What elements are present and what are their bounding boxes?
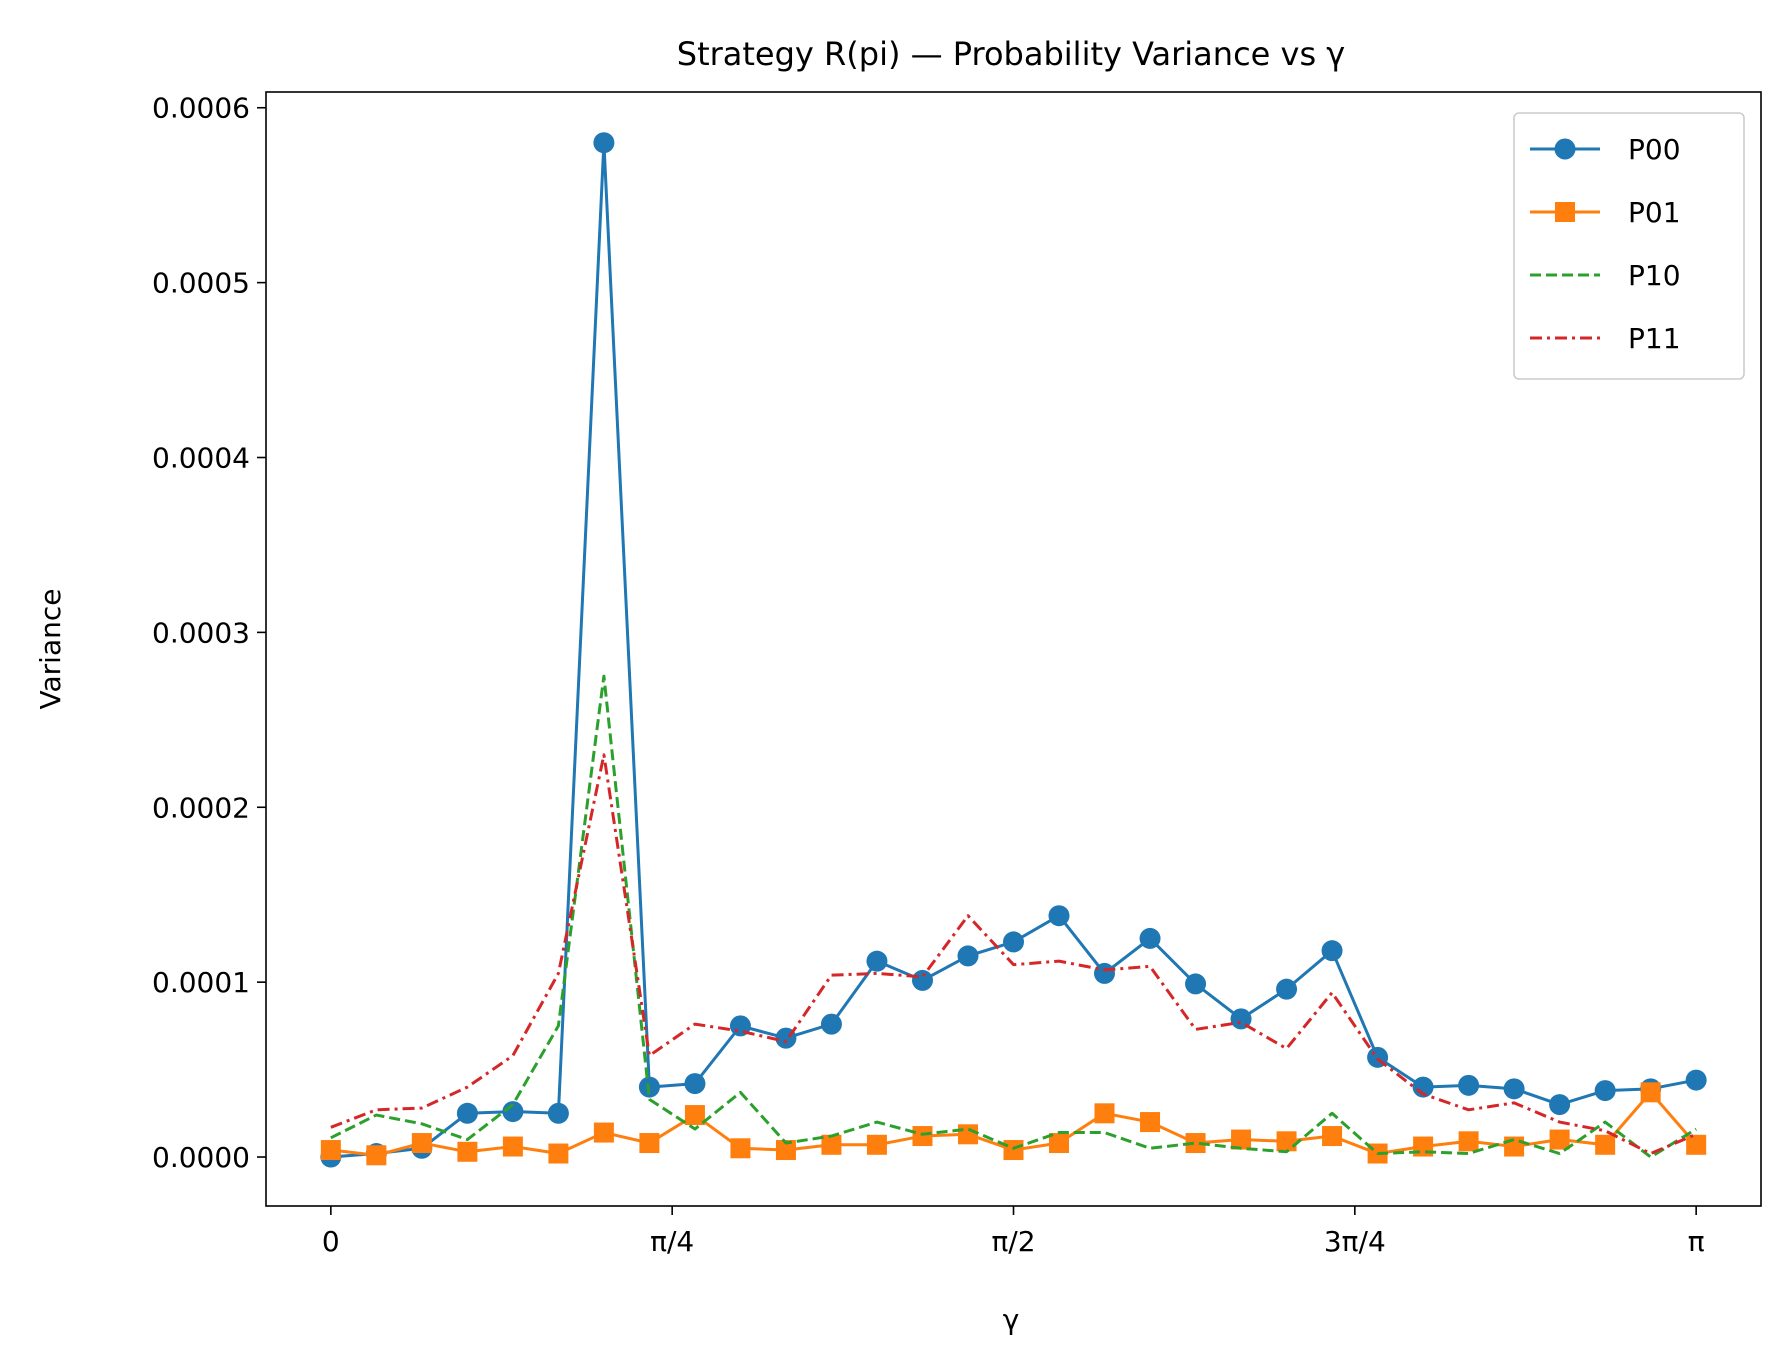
data-point-p01 [1094,1103,1115,1124]
y-tick-label: 0.0002 [152,791,250,824]
data-point-p00 [1412,1076,1434,1098]
data-point-p00 [1139,927,1161,949]
data-point-p00 [1458,1074,1480,1096]
data-point-p01 [411,1133,432,1154]
x-tick-label: π/4 [650,1225,694,1258]
y-tick-label: 0.0003 [152,616,250,649]
data-point-p00 [1503,1078,1525,1100]
data-point-p01 [1595,1134,1616,1155]
legend-item-p10: P10 [1530,259,1681,292]
series-line-p11 [330,753,1697,1156]
y-tick-label: 0.0006 [152,92,250,125]
data-point-p00 [1094,962,1116,984]
legend-item-p11: P11 [1530,322,1681,355]
data-point-p01 [821,1134,842,1155]
data-point-p00 [1321,940,1343,962]
data-point-p01 [1140,1112,1161,1133]
data-point-p01 [1185,1133,1206,1154]
y-tick-label: 0.0004 [152,442,250,475]
data-point-p00 [684,1073,706,1095]
x-axis: 0 π/4 π/2 3π/4 π [322,1206,1705,1258]
data-point-p01 [775,1140,796,1161]
data-point-p00 [1276,978,1298,1000]
series-line-p10 [330,674,1697,1159]
legend-label-p10: P10 [1628,259,1681,292]
legend-label-p00: P00 [1628,133,1681,166]
legend: P00 P01 P10 P11 [1513,112,1745,380]
y-tick-label: 0.0001 [152,966,250,999]
data-point-p01 [639,1133,660,1154]
legend-label-p11: P11 [1628,322,1681,355]
x-tick-label: π [1688,1225,1705,1258]
data-point-p00 [911,969,933,991]
data-point-p00 [957,945,979,967]
data-point-p01 [1049,1133,1070,1154]
legend-item-p01: P01 [1530,196,1681,229]
legend-box [1513,112,1745,380]
data-point-p01 [366,1145,387,1166]
data-point-p00 [502,1101,524,1123]
x-tick-label: π/2 [991,1225,1035,1258]
data-point-p00 [866,950,888,972]
data-point-p01 [1322,1126,1343,1147]
chart-title: Strategy R(pi) — Probability Variance vs… [677,35,1345,73]
y-axis-label: Variance [34,589,67,710]
data-point-p01 [730,1138,751,1159]
y-tick-label: 0.0000 [152,1141,250,1174]
data-point-p01 [1640,1082,1661,1103]
legend-marker-p00 [1554,138,1576,160]
data-point-p00 [1185,973,1207,995]
data-point-p01 [957,1124,978,1145]
data-point-p01 [1504,1136,1525,1157]
data-point-p00 [1549,1094,1571,1116]
data-point-p01 [593,1122,614,1143]
data-point-p00 [1048,905,1070,927]
legend-item-p00: P00 [1530,133,1681,166]
data-point-p01 [684,1105,705,1126]
data-point-p01 [1686,1134,1707,1155]
x-tick-label: 0 [322,1225,340,1258]
y-axis: 0.0000 0.0001 0.0002 0.0003 0.0004 0.0005 0.00… [152,92,266,1174]
data-point-p01 [1276,1131,1297,1152]
data-point-p01 [502,1136,523,1157]
y-tick-label: 0.0005 [152,267,250,300]
plot-area [320,132,1707,1168]
data-point-p01 [1549,1129,1570,1150]
data-point-p01 [1231,1129,1252,1150]
series-p10 [330,674,1697,1159]
data-point-p01 [1458,1131,1479,1152]
legend-marker-p01 [1555,202,1575,222]
data-point-p00 [1003,931,1024,953]
data-point-p00 [820,1013,842,1035]
x-tick-label: 3π/4 [1324,1225,1386,1258]
data-point-p01 [320,1140,341,1161]
series-p11 [330,753,1697,1156]
data-point-p00 [547,1102,569,1124]
series-p01 [320,1082,1707,1166]
data-point-p01 [1003,1140,1024,1161]
x-axis-label: γ [1003,1303,1020,1336]
data-point-p01 [457,1141,478,1162]
data-point-p00 [1685,1069,1707,1091]
data-point-p00 [456,1102,478,1124]
legend-label-p01: P01 [1628,196,1681,229]
data-point-p01 [912,1126,933,1147]
data-point-p01 [548,1143,569,1164]
data-point-p01 [866,1134,887,1155]
data-point-p00 [1594,1080,1616,1102]
data-point-p00 [593,132,615,154]
